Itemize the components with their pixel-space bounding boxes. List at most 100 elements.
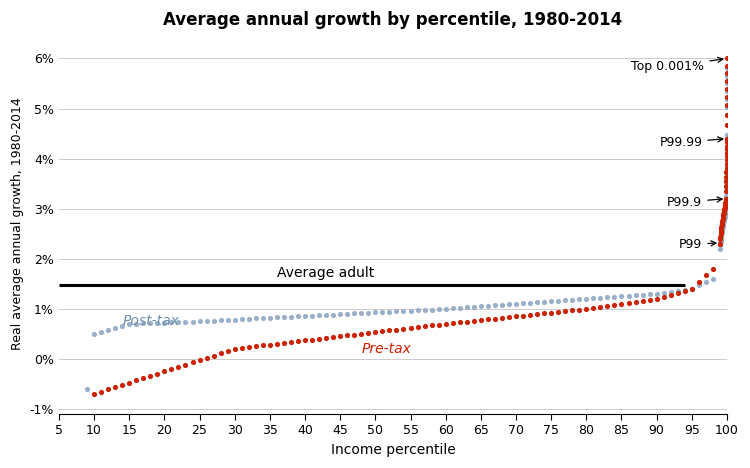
Point [116, 381, 128, 388]
Point [721, 87, 733, 95]
Point [721, 103, 733, 110]
Point [718, 215, 730, 223]
Point [721, 80, 733, 87]
Point [454, 319, 466, 326]
Point [552, 308, 564, 315]
Point [686, 285, 698, 292]
Point [573, 295, 585, 303]
Point [721, 149, 733, 156]
Point [313, 312, 325, 319]
Point [425, 322, 437, 329]
Point [482, 302, 494, 309]
Point [721, 161, 733, 168]
Point [721, 187, 733, 195]
Point [580, 305, 592, 313]
Point [693, 278, 705, 286]
Point [566, 296, 578, 304]
Point [658, 289, 670, 297]
Point [716, 229, 728, 236]
Point [264, 314, 276, 322]
Point [719, 198, 731, 206]
Point [545, 298, 557, 305]
Point [256, 342, 268, 349]
Point [718, 206, 730, 214]
Point [560, 297, 572, 304]
Point [679, 287, 691, 294]
Point [721, 148, 733, 156]
Point [714, 240, 726, 248]
Point [510, 300, 522, 307]
Point [721, 146, 733, 153]
Point [721, 135, 733, 142]
Point [348, 310, 360, 317]
Point [292, 337, 304, 345]
Point [718, 204, 730, 212]
Point [208, 317, 220, 324]
Point [320, 311, 332, 319]
Point [376, 328, 388, 335]
Point [721, 145, 733, 152]
Point [398, 307, 410, 314]
Point [88, 330, 100, 337]
Point [102, 386, 114, 393]
Text: P99: P99 [679, 238, 716, 251]
Point [433, 321, 445, 329]
Point [538, 309, 550, 317]
Point [716, 227, 728, 235]
Point [236, 315, 248, 323]
Point [306, 336, 318, 344]
Point [629, 298, 641, 306]
Point [503, 313, 515, 321]
Point [496, 314, 508, 322]
Point [587, 304, 599, 312]
Point [718, 212, 730, 219]
Point [285, 313, 297, 321]
Point [715, 233, 727, 241]
Point [594, 294, 606, 301]
Point [172, 363, 184, 371]
Point [622, 299, 634, 307]
Point [721, 77, 733, 84]
Point [715, 229, 727, 236]
Point [716, 220, 728, 227]
Point [686, 285, 698, 292]
Point [718, 205, 730, 213]
Point [672, 287, 684, 294]
Point [144, 372, 156, 380]
Point [580, 295, 592, 302]
Point [707, 265, 719, 272]
Point [721, 163, 733, 170]
Point [74, 440, 86, 448]
Point [720, 192, 732, 200]
Point [447, 305, 459, 312]
Point [721, 142, 733, 149]
Point [460, 304, 472, 311]
Point [721, 155, 733, 163]
Point [718, 210, 730, 218]
Point [721, 156, 733, 164]
Point [447, 319, 459, 327]
Point [404, 324, 416, 332]
Point [721, 72, 733, 80]
Point [715, 237, 727, 244]
Point [327, 333, 339, 341]
Point [433, 306, 445, 313]
Point [250, 343, 262, 350]
Point [110, 383, 122, 391]
Point [278, 313, 290, 321]
Point [719, 211, 731, 219]
Point [123, 379, 135, 387]
Point [721, 168, 733, 176]
Point [716, 219, 728, 226]
Point [721, 173, 733, 180]
Point [721, 111, 733, 119]
Point [721, 164, 733, 172]
Point [158, 368, 170, 375]
Point [716, 223, 728, 231]
Point [538, 298, 550, 306]
Point [672, 289, 684, 297]
Point [137, 374, 149, 382]
Point [81, 433, 93, 441]
Point [88, 390, 100, 398]
Point [721, 177, 733, 185]
